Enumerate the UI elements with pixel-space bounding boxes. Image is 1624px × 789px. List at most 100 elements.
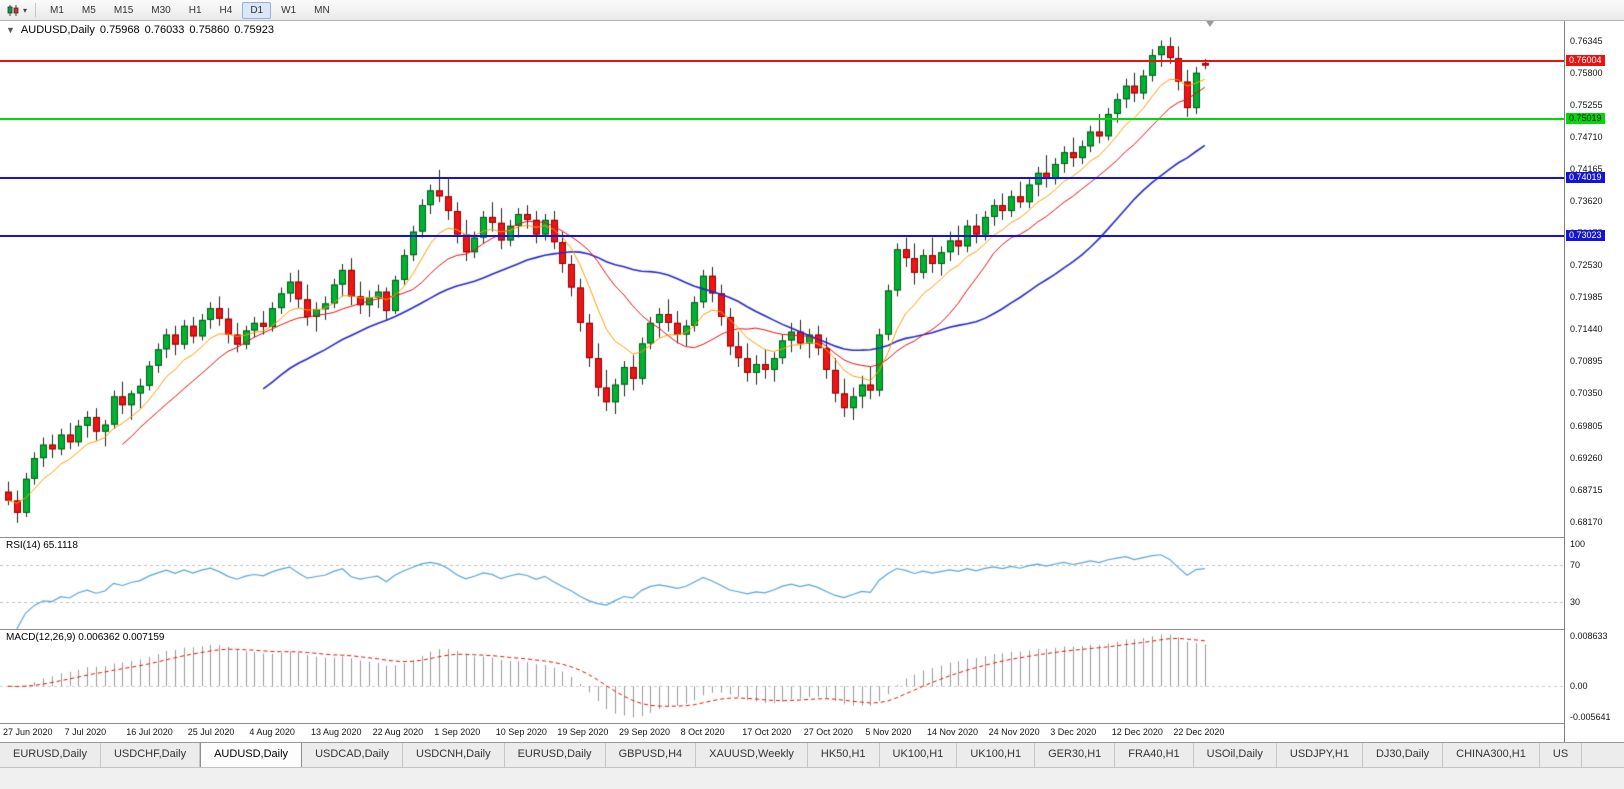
- panel-splitter[interactable]: [0, 629, 1624, 630]
- price-tick-label: 0.74710: [1570, 131, 1603, 142]
- panel-splitter[interactable]: [0, 537, 1624, 538]
- price-tick-label: 0.68170: [1570, 516, 1603, 527]
- candlestick-mode-icon[interactable]: [6, 4, 20, 17]
- chart-tab-usdcad-daily[interactable]: USDCAD,Daily: [302, 743, 404, 767]
- chart-tab-usdjpy-h1[interactable]: USDJPY,H1: [1277, 743, 1363, 767]
- chart-shift-marker[interactable]: [1206, 21, 1214, 27]
- price-axis[interactable]: 0.76345 0.75800 0.75255 0.74710 0.74165 0.736…: [1564, 21, 1624, 742]
- date-tick-label: 10 Sep 2020: [495, 727, 547, 737]
- date-tick-label: 12 Dec 2020: [1111, 727, 1163, 737]
- price-tick-label: 0.74165: [1570, 163, 1603, 174]
- chart-tab-hk50-h1[interactable]: HK50,H1: [808, 743, 880, 767]
- horizontal-line-0.73023[interactable]: [0, 235, 1564, 238]
- price-badge-0.73023: 0.73023: [1566, 230, 1605, 242]
- date-tick-label: 13 Aug 2020: [311, 727, 362, 737]
- date-tick-label: 17 Oct 2020: [742, 727, 792, 737]
- ohlc-high-value: 0.76033: [144, 24, 185, 36]
- status-bar: [0, 767, 1624, 789]
- ohlc-close-value: 0.75923: [234, 24, 274, 36]
- date-tick-label: 3 Dec 2020: [1050, 727, 1097, 737]
- timeframe-m30-button[interactable]: M30: [151, 4, 171, 16]
- main-chart-canvas[interactable]: [0, 21, 1564, 537]
- chart-tab-eurusd-daily[interactable]: EURUSD,Daily: [0, 743, 101, 767]
- chart-tab-dj30-daily[interactable]: DJ30,Daily: [1363, 743, 1444, 767]
- price-tick-label: 0.68715: [1570, 484, 1603, 495]
- chart-tab-gbpusd-h4[interactable]: GBPUSD,H4: [606, 743, 697, 767]
- timeframe-toolbar: ▾ M1 M5 M15 M30 H1 H4 D1 W1 MN: [0, 0, 1624, 21]
- chart-tab-us[interactable]: US: [1540, 743, 1583, 767]
- chart-tab-usdchf-daily[interactable]: USDCHF,Daily: [101, 743, 201, 767]
- panel-splitter[interactable]: [0, 723, 1624, 724]
- timeframe-m15-button[interactable]: M15: [113, 4, 134, 16]
- rsi-axis-label: 100: [1570, 539, 1586, 549]
- price-tick-label: 0.73620: [1570, 196, 1603, 207]
- chart-tab-xauusd-weekly[interactable]: XAUUSD,Weekly: [696, 743, 808, 767]
- one-click-trading-toggle-icon[interactable]: ▼: [6, 25, 15, 35]
- price-tick-label: 0.70895: [1570, 356, 1603, 367]
- macd-label: MACD(12,26,9) 0.006362 0.007159: [6, 632, 165, 643]
- date-tick-label: 14 Nov 2020: [927, 727, 979, 737]
- date-tick-label: 19 Sep 2020: [557, 727, 609, 737]
- horizontal-line-0.74019[interactable]: [0, 176, 1564, 179]
- price-badge-0.75019: 0.75019: [1566, 112, 1605, 124]
- chart-tab-ger30-h1[interactable]: GER30,H1: [1035, 743, 1116, 767]
- timeframe-m1-button[interactable]: M1: [50, 4, 64, 16]
- timeframe-m5-button[interactable]: M5: [81, 4, 96, 16]
- price-tick-label: 0.70350: [1570, 388, 1603, 399]
- date-tick-label: 22 Dec 2020: [1173, 727, 1225, 737]
- price-tick-label: 0.71985: [1570, 292, 1603, 303]
- macd-canvas[interactable]: [0, 630, 1564, 723]
- horizontal-line-0.75019[interactable]: [0, 117, 1564, 120]
- chart-tab-fra40-h1[interactable]: FRA40,H1: [1115, 743, 1194, 767]
- rsi-axis-label: 70: [1570, 560, 1581, 571]
- timeframe-w1-button[interactable]: W1: [281, 4, 297, 16]
- price-badge-0.76004: 0.76004: [1566, 54, 1605, 66]
- chart-window: ▼ AUDUSD,Daily 0.75968 0.76033 0.75860 0…: [0, 21, 1624, 742]
- chart-symbol-label: AUDUSD,Daily: [20, 24, 95, 36]
- date-tick-label: 1 Sep 2020: [434, 727, 481, 737]
- date-tick-label: 7 Jul 2020: [64, 727, 107, 737]
- date-tick-label: 27 Oct 2020: [803, 727, 853, 737]
- chart-tab-audusd-daily[interactable]: AUDUSD,Daily: [200, 743, 303, 767]
- price-tick-label: 0.69260: [1570, 452, 1603, 463]
- date-tick-label: 25 Jul 2020: [187, 727, 235, 737]
- chart-tab-uk100-h1[interactable]: UK100,H1: [957, 743, 1036, 767]
- chart-tab-usoil-daily[interactable]: USOil,Daily: [1194, 743, 1277, 767]
- ohlc-open-value: 0.75968: [99, 24, 140, 36]
- date-tick-label: 5 Nov 2020: [865, 727, 912, 737]
- timeframe-d1-button[interactable]: D1: [242, 1, 272, 19]
- timeframe-h1-button[interactable]: H1: [188, 4, 202, 16]
- date-axis[interactable]: 27 Jun 2020 7 Jul 2020 16 Jul 2020 25 Jul 2…: [0, 724, 1564, 742]
- date-tick-label: 8 Oct 2020: [680, 727, 725, 737]
- price-tick-label: 0.76345: [1570, 35, 1603, 46]
- date-tick-label: 22 Aug 2020: [372, 727, 424, 737]
- timeframe-mn-button[interactable]: MN: [314, 4, 330, 16]
- timeframe-buttons: M1 M5 M15 M30 H1 H4 D1 W1 MN: [41, 1, 339, 19]
- chart-tab-china300-h1[interactable]: CHINA300,H1: [1443, 743, 1540, 767]
- rsi-canvas[interactable]: [0, 538, 1564, 629]
- macd-axis-label: 0.00: [1570, 681, 1588, 692]
- macd-axis-label: -0.005641: [1570, 712, 1611, 722]
- price-tick-label: 0.72530: [1570, 260, 1603, 271]
- macd-indicator-panel: MACD(12,26,9) 0.006362 0.007159: [0, 630, 1564, 723]
- date-tick-label: 4 Aug 2020: [249, 727, 295, 737]
- price-tick-label: 0.69805: [1570, 420, 1603, 431]
- toolbar-overflow-caret-icon[interactable]: ▾: [23, 5, 28, 15]
- price-tick-label: 0.71440: [1570, 324, 1603, 335]
- horizontal-line-0.76004[interactable]: [0, 59, 1564, 62]
- chart-tab-eurusd-daily[interactable]: EURUSD,Daily: [505, 743, 606, 767]
- chart-title: ▼ AUDUSD,Daily 0.75968 0.76033 0.75860 0…: [6, 24, 274, 36]
- date-tick-label: 24 Nov 2020: [988, 727, 1040, 737]
- chart-tab-bar: EURUSD,Daily USDCHF,Daily AUDUSD,Daily USDC…: [0, 742, 1624, 767]
- chart-tab-usdcnh-daily[interactable]: USDCNH,Daily: [403, 743, 505, 767]
- chart-tab-uk100-h1[interactable]: UK100,H1: [880, 743, 958, 767]
- main-price-panel: ▼ AUDUSD,Daily 0.75968 0.76033 0.75860 0…: [0, 21, 1564, 537]
- toolbar-separator: [35, 3, 37, 17]
- price-tick-label: 0.75255: [1570, 99, 1603, 110]
- rsi-axis-label: 30: [1570, 596, 1581, 607]
- timeframe-h4-button[interactable]: H4: [219, 4, 233, 16]
- price-badge-0.74019: 0.74019: [1566, 171, 1605, 183]
- date-tick-label: 27 Jun 2020: [3, 727, 53, 737]
- rsi-indicator-panel: RSI(14) 65.1118: [0, 538, 1564, 629]
- ohlc-low-value: 0.75860: [189, 24, 230, 36]
